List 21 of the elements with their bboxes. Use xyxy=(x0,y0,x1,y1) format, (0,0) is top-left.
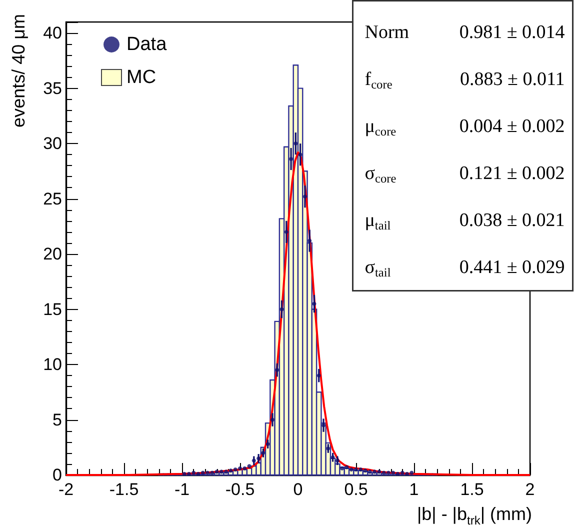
x-tick-label: 0.5 xyxy=(344,480,368,499)
x-axis-title: |b| - |b$_{trk}$| (mm) xyxy=(416,504,532,528)
legend-label: MC xyxy=(126,67,156,88)
x-tick-label: -0.5 xyxy=(225,480,255,499)
x-tick-label: -1.5 xyxy=(109,480,139,499)
y-tick-label: 20 xyxy=(43,244,62,264)
y-tick-label: 35 xyxy=(43,78,62,98)
text: Norm 0.981 ± 0.014 xyxy=(364,22,565,43)
y-tick-label: 5 xyxy=(52,410,62,430)
x-tick-label: 0 xyxy=(293,480,303,499)
x-tick-label: 1.5 xyxy=(460,480,484,499)
x-tick-label: 2 xyxy=(525,480,535,499)
x-tick-label: -1 xyxy=(174,480,190,499)
y-tick-label: 40 xyxy=(43,24,62,43)
legend-label: Data xyxy=(126,34,168,55)
y-tick-label: 30 xyxy=(43,134,62,154)
y-tick-label: 10 xyxy=(43,355,62,374)
y-axis-title: events/ 40 μm xyxy=(8,14,28,128)
x-tick-label: 1 xyxy=(409,480,419,499)
y-tick-label: 15 xyxy=(43,300,62,319)
y-tick-label: 25 xyxy=(43,189,62,208)
